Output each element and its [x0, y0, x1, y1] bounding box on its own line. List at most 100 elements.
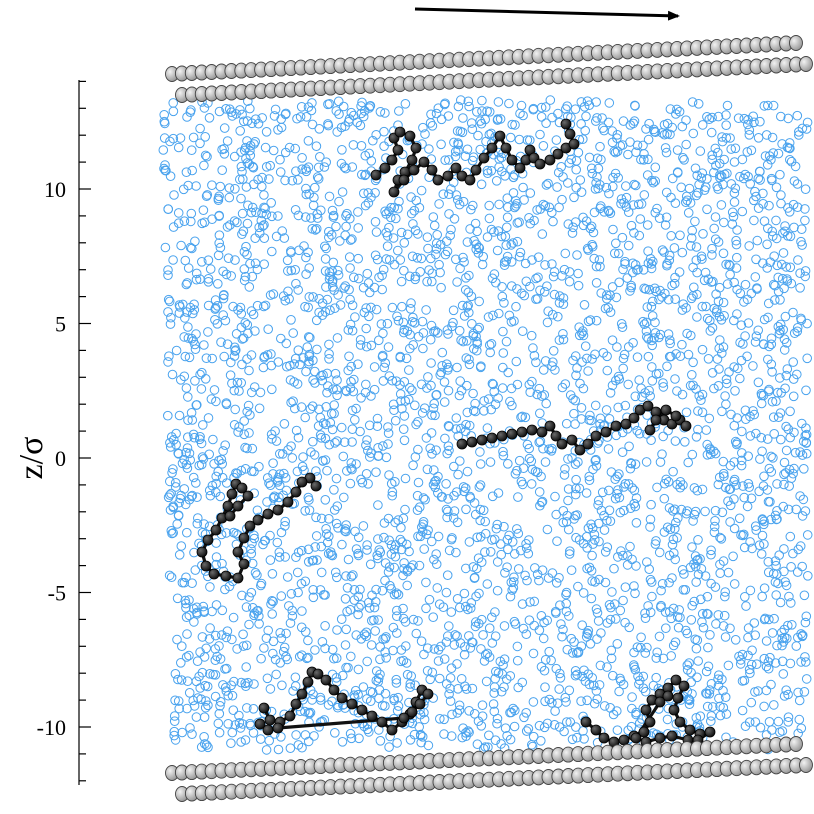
solvent-particle: [642, 332, 652, 342]
solvent-particle: [286, 441, 296, 452]
solvent-particle: [215, 654, 226, 664]
solvent-particle: [333, 96, 344, 107]
chain-bead: [500, 142, 512, 154]
solvent-particle: [703, 661, 714, 672]
solvent-particle: [665, 524, 676, 535]
solvent-particle: [239, 416, 249, 426]
solvent-particle: [477, 700, 488, 711]
solvent-particle: [559, 470, 570, 480]
solvent-particle: [691, 577, 702, 587]
solvent-particle: [268, 596, 278, 607]
solvent-particle: [657, 579, 668, 589]
solvent-particle: [651, 536, 661, 546]
solvent-particle: [709, 521, 720, 532]
solvent-particle: [597, 487, 608, 498]
solvent-particle: [429, 220, 440, 231]
solvent-particle: [597, 113, 607, 123]
chain-bead: [379, 162, 391, 174]
solvent-particle: [803, 571, 813, 581]
solvent-particle: [392, 611, 402, 622]
solvent-particle: [728, 211, 739, 222]
solvent-particle: [214, 238, 224, 248]
solvent-particle: [226, 357, 236, 368]
solvent-particle: [224, 581, 235, 592]
solvent-particle: [617, 232, 628, 243]
solvent-particle: [792, 323, 803, 333]
solvent-particle: [612, 342, 622, 352]
solvent-particle: [712, 354, 723, 364]
solvent-particle: [458, 196, 469, 207]
solvent-particle: [644, 385, 654, 396]
solvent-particle: [761, 685, 772, 696]
solvent-particle: [460, 285, 471, 295]
solvent-particle: [740, 169, 751, 180]
polymer-chain: [196, 472, 322, 584]
solvent-particle: [629, 179, 640, 190]
solvent-particle: [293, 285, 304, 295]
solvent-particle: [398, 513, 409, 524]
solvent-particle: [774, 328, 785, 339]
chain-bead: [252, 514, 264, 526]
solvent-particle: [173, 696, 184, 706]
solvent-particle: [362, 545, 372, 555]
solvent-particle: [195, 123, 205, 134]
solvent-particle: [462, 144, 473, 155]
solvent-particle: [190, 344, 201, 355]
solvent-particle: [488, 379, 499, 390]
chain-bead: [464, 174, 476, 186]
solvent-particle: [172, 593, 183, 604]
solvent-particle: [601, 405, 612, 415]
solvent-particle: [454, 390, 465, 401]
solvent-particle: [516, 100, 527, 111]
solvent-particle: [759, 471, 769, 482]
solvent-particle: [581, 488, 592, 498]
solvent-particle: [441, 236, 452, 246]
solvent-particle: [743, 623, 754, 633]
solvent-particle: [240, 735, 251, 745]
solvent-particle: [380, 701, 390, 711]
solvent-particle: [482, 579, 493, 589]
solvent-particle: [532, 294, 543, 304]
chain-bead: [610, 420, 622, 432]
solvent-particle: [366, 156, 377, 166]
solvent-particle: [458, 113, 468, 123]
solvent-particle: [645, 574, 656, 585]
solvent-particle: [239, 247, 250, 257]
solvent-particle: [366, 340, 377, 351]
solvent-particle: [416, 636, 427, 647]
solvent-particle: [722, 168, 732, 179]
solvent-particle: [634, 428, 645, 439]
solvent-particle: [551, 135, 562, 145]
solvent-particle: [287, 605, 298, 616]
solvent-particle: [181, 167, 192, 177]
solvent-particle: [659, 247, 669, 257]
solvent-particle: [331, 673, 342, 683]
solvent-particle: [579, 734, 589, 744]
solvent-particle: [422, 666, 433, 676]
solvent-particle: [221, 269, 232, 280]
solvent-particle: [163, 265, 173, 275]
solvent-particle: [186, 216, 196, 227]
solvent-particle: [612, 146, 623, 157]
solvent-particle: [431, 549, 442, 559]
solvent-particle: [664, 607, 675, 617]
solvent-particle: [341, 520, 352, 530]
solvent-particle: [464, 359, 475, 370]
solvent-particle: [647, 311, 658, 321]
solvent-particle: [408, 219, 418, 229]
solvent-particle: [296, 402, 307, 412]
solvent-particle: [413, 477, 424, 488]
solvent-particle: [584, 562, 595, 573]
solvent-particle: [220, 682, 231, 693]
solvent-particle: [272, 537, 283, 548]
solvent-particle: [275, 469, 285, 480]
solvent-particle: [766, 451, 776, 462]
solvent-particle: [503, 459, 513, 469]
solvent-particle: [346, 571, 357, 582]
solvent-particle: [613, 552, 623, 562]
solvent-particle: [642, 302, 653, 312]
solvent-particle: [697, 344, 708, 355]
solvent-particle: [732, 225, 742, 235]
solvent-particle: [436, 282, 446, 293]
solvent-particle: [454, 705, 465, 715]
